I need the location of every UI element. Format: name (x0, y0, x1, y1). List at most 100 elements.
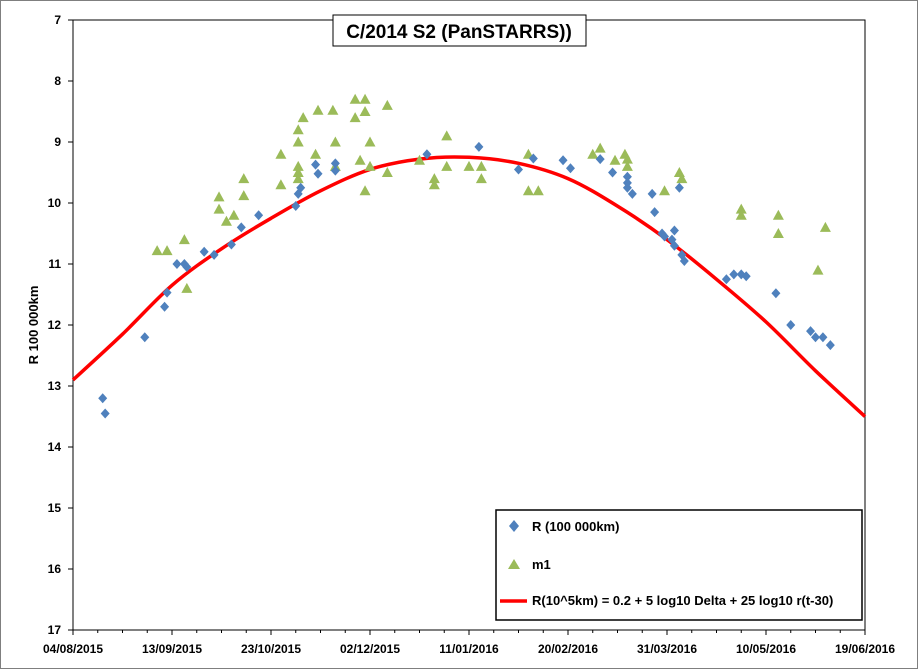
legend-label-m1: m1 (532, 557, 551, 572)
y-tick-label: 15 (48, 501, 62, 515)
m1-point (238, 173, 250, 184)
x-tick-label: 13/09/2015 (142, 642, 202, 656)
r-point (182, 262, 192, 273)
m1-point (312, 104, 324, 115)
y-tick-label: 14 (48, 440, 62, 454)
m1-point (381, 99, 393, 110)
r-point (608, 167, 618, 178)
chart-title-box: C/2014 S2 (PanSTARRS)) (332, 14, 587, 47)
m1-point (587, 148, 599, 159)
y-tick-label: 12 (48, 318, 62, 332)
series-layer (71, 93, 867, 419)
r-point (254, 210, 264, 221)
m1-point (292, 173, 304, 184)
x-tick-label: 19/06/2016 (835, 642, 895, 656)
r-point (160, 301, 170, 312)
r-point (811, 332, 820, 343)
r-point (558, 155, 568, 166)
y-axis: 7 8 9 10 11 12 13 14 15 16 17 (48, 13, 73, 637)
m1-point (621, 160, 633, 171)
y-axis-title: R 100 000km (26, 286, 41, 365)
r-point (172, 259, 182, 269)
m1-point (151, 245, 163, 256)
r-point (236, 222, 246, 233)
y-tick-label: 9 (54, 135, 61, 149)
x-tick-label: 10/05/2016 (736, 642, 796, 656)
r-point (771, 288, 781, 299)
m1-point (349, 93, 361, 104)
r-point (622, 171, 632, 182)
x-tick-label: 23/10/2015 (241, 642, 301, 656)
m1-point (310, 148, 322, 159)
y-tick-label: 17 (48, 623, 62, 637)
r-point (622, 182, 632, 193)
m1-point (441, 130, 453, 141)
m1-point (414, 154, 425, 165)
r-point (825, 340, 835, 351)
m1-point (161, 245, 173, 256)
m1-point (676, 173, 688, 184)
m1-point (359, 93, 371, 104)
r-point (311, 159, 321, 170)
r-point (330, 165, 340, 176)
r-point (422, 149, 432, 160)
m1-point (359, 106, 371, 116)
m1-point (475, 160, 487, 171)
r-point (741, 271, 751, 282)
r-point (528, 153, 538, 164)
m1-point (213, 203, 225, 214)
y-tick-label: 16 (48, 562, 62, 576)
legend-label-r: R (100 000km) (532, 519, 619, 534)
r-point (818, 332, 828, 343)
y-tick-label: 13 (48, 379, 62, 393)
r-point (162, 287, 172, 298)
r-point (100, 408, 110, 419)
m1-point (349, 112, 361, 123)
r-point (330, 158, 340, 169)
legend-label-fit: R(10^5km) = 0.2 + 5 log10 Delta + 25 log… (532, 593, 833, 608)
m1-point (292, 167, 304, 177)
r-point (514, 164, 523, 175)
fit-curve-line (71, 155, 867, 418)
r-point (627, 188, 637, 199)
m1-point (238, 190, 250, 201)
x-tick-label: 02/12/2015 (340, 642, 400, 656)
m1-point (441, 160, 453, 171)
m1-point (292, 136, 304, 147)
r-point (140, 332, 150, 343)
r-point (226, 239, 236, 250)
r-point (669, 240, 679, 251)
m1-point (275, 179, 287, 190)
legend-marker-diamond (509, 520, 519, 532)
m1-point (381, 167, 393, 177)
r-point (786, 320, 796, 330)
r-point (474, 141, 484, 152)
m1-point (181, 282, 193, 293)
m1-point (364, 160, 376, 171)
x-tick-label: 04/08/2015 (43, 642, 103, 656)
r-point (679, 255, 689, 266)
m1-point (292, 124, 304, 135)
r-point (674, 182, 684, 193)
m1-point (220, 215, 232, 226)
r-point (98, 393, 108, 404)
r-point (199, 246, 209, 257)
m1-point (354, 154, 366, 165)
m1-point (621, 153, 633, 164)
m1-point (178, 234, 190, 245)
r-point (595, 154, 605, 165)
y-tick-label: 11 (48, 257, 61, 271)
m1-point (364, 136, 376, 147)
m1-point (463, 160, 475, 171)
r-point (313, 168, 323, 179)
r-point (721, 274, 731, 285)
m1-point (359, 185, 371, 196)
m1-point (772, 228, 784, 238)
m1-point (292, 160, 304, 171)
m1-point (297, 112, 309, 123)
y-tick-label: 7 (54, 13, 61, 27)
m1-point (532, 185, 544, 196)
m1-point (659, 185, 671, 196)
